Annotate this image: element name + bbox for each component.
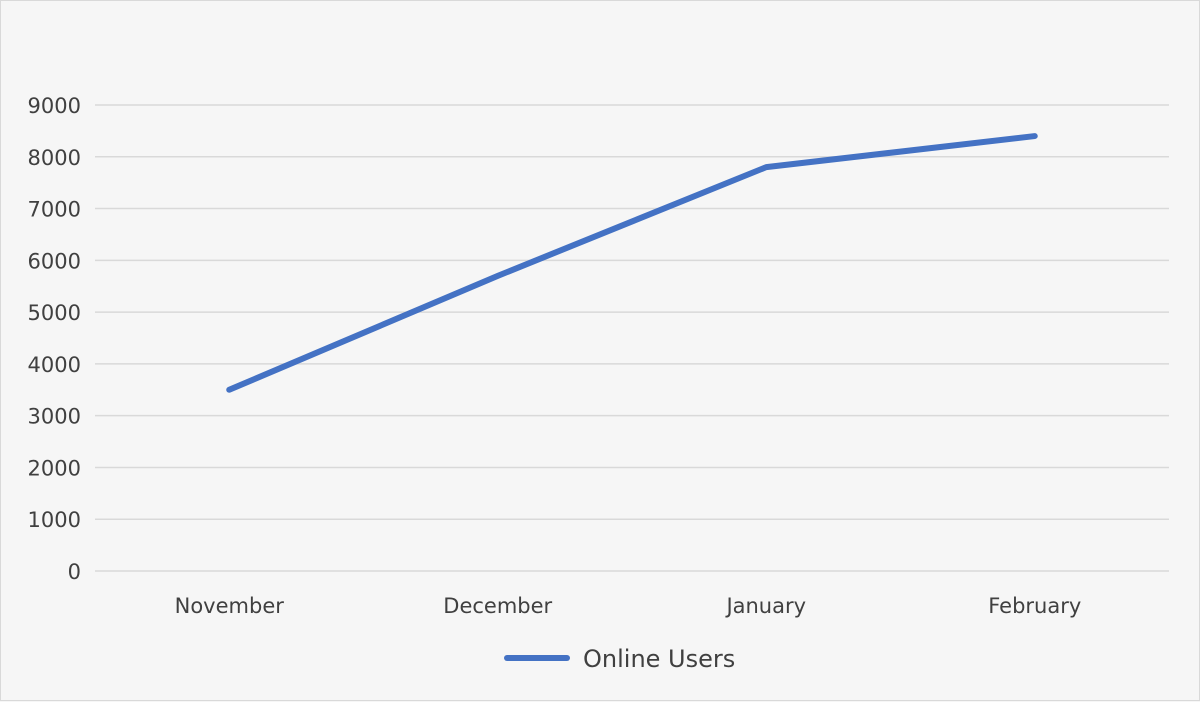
x-axis: November December January February [175,594,1082,618]
y-tick-label-3000: 3000 [28,405,81,429]
legend-label-online-users: Online Users [583,645,735,673]
x-tick-label-february: February [988,594,1081,618]
y-tick-label-7000: 7000 [28,198,81,222]
y-tick-label-8000: 8000 [28,146,81,170]
x-tick-label-november: November [175,594,285,618]
y-tick-label-6000: 6000 [28,249,81,273]
legend: Online Users [504,645,735,673]
y-tick-label-5000: 5000 [28,301,81,325]
y-tick-label-1000: 1000 [28,508,81,532]
series-layer [226,133,1038,393]
x-tick-label-january: January [724,594,806,618]
gridlines [95,104,1169,572]
y-axis: 0 1000 2000 3000 4000 5000 6000 7000 8000 9000 [28,94,81,584]
x-tick-label-december: December [443,594,552,618]
series-line-online-users [226,133,1038,393]
y-tick-label-9000: 9000 [28,94,81,118]
y-tick-label-4000: 4000 [28,353,81,377]
y-tick-label-0: 0 [68,560,81,584]
y-tick-label-2000: 2000 [28,456,81,480]
